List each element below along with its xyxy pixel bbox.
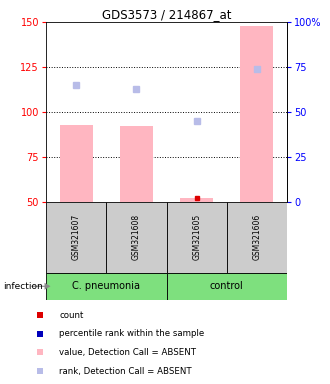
Bar (106, 202, 167, 273)
Bar (46, 273, 167, 300)
Bar (240, 26, 274, 202)
Bar (167, 273, 287, 300)
Text: percentile rank within the sample: percentile rank within the sample (59, 329, 205, 338)
Bar (59, 124, 93, 202)
Text: value, Detection Call = ABSENT: value, Detection Call = ABSENT (59, 348, 196, 357)
Text: control: control (210, 281, 244, 291)
Text: GSM321606: GSM321606 (252, 214, 261, 260)
Text: rank, Detection Call = ABSENT: rank, Detection Call = ABSENT (59, 367, 192, 376)
Bar (180, 199, 213, 202)
Text: GSM321605: GSM321605 (192, 214, 201, 260)
Text: infection: infection (3, 282, 43, 291)
Text: count: count (59, 311, 84, 319)
Bar (227, 202, 287, 273)
Text: C. pneumonia: C. pneumonia (72, 281, 140, 291)
Bar (120, 126, 153, 202)
Text: GSM321608: GSM321608 (132, 214, 141, 260)
Bar (167, 202, 227, 273)
Title: GDS3573 / 214867_at: GDS3573 / 214867_at (102, 8, 231, 21)
Text: GSM321607: GSM321607 (72, 214, 81, 260)
Bar (46, 202, 106, 273)
